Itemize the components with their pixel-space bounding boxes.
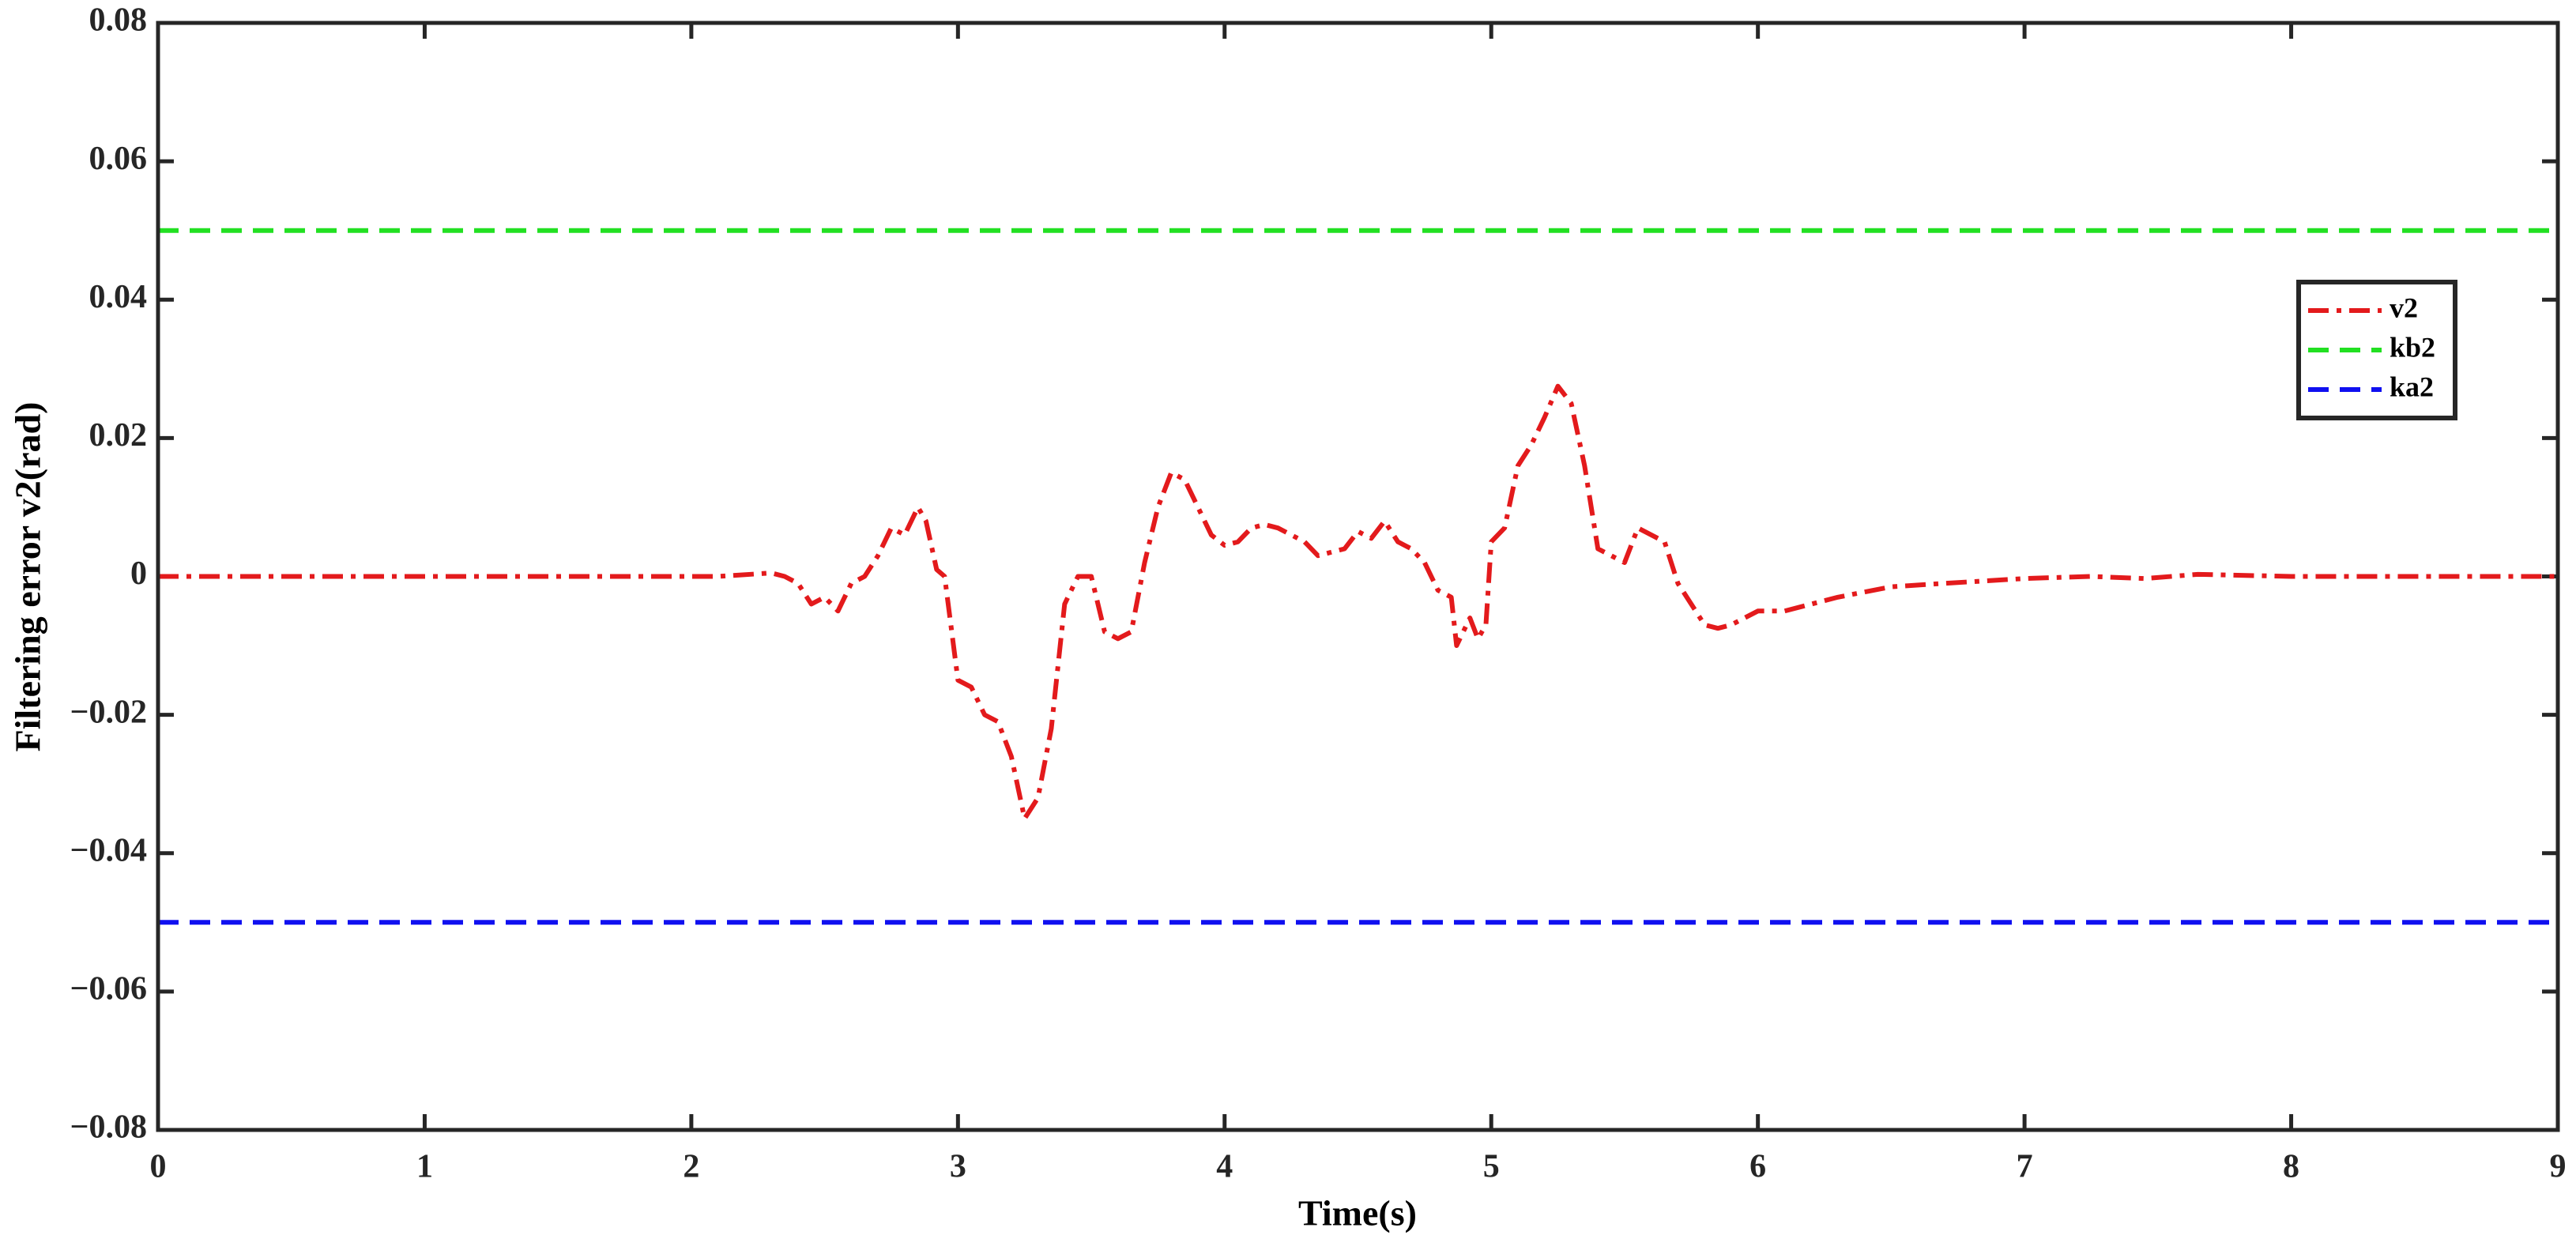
y-tick-label: 0.06 (89, 141, 148, 177)
y-tick-label: 0.08 (89, 2, 148, 39)
x-tick-label: 1 (416, 1149, 433, 1185)
legend-label: v2 (2390, 292, 2418, 323)
x-tick-label: 9 (2550, 1149, 2567, 1185)
x-tick-label: 2 (683, 1149, 699, 1185)
y-tick-label: 0.04 (89, 279, 148, 315)
x-tick-label: 0 (150, 1149, 167, 1185)
x-tick-label: 3 (950, 1149, 966, 1185)
legend-label: kb2 (2390, 331, 2435, 363)
y-axis-title: Filtering error v2(rad) (8, 402, 48, 752)
y-tick-label: −0.06 (70, 971, 147, 1007)
x-tick-label: 8 (2283, 1149, 2299, 1185)
x-tick-label: 5 (1483, 1149, 1500, 1185)
x-axis-title: Time(s) (1298, 1193, 1417, 1233)
x-tick-label: 4 (1216, 1149, 1233, 1185)
x-tick-label: 6 (1749, 1149, 1766, 1185)
y-tick-label: −0.08 (70, 1109, 147, 1146)
legend-label: ka2 (2390, 371, 2434, 402)
y-tick-label: −0.04 (70, 832, 147, 868)
x-tick-label: 7 (2017, 1149, 2033, 1185)
line-series (158, 383, 2558, 821)
y-tick-label: 0 (130, 555, 147, 592)
plot-frame (156, 21, 2560, 1132)
y-tick-label: 0.02 (89, 417, 148, 454)
y-tick-label: −0.02 (70, 694, 147, 730)
